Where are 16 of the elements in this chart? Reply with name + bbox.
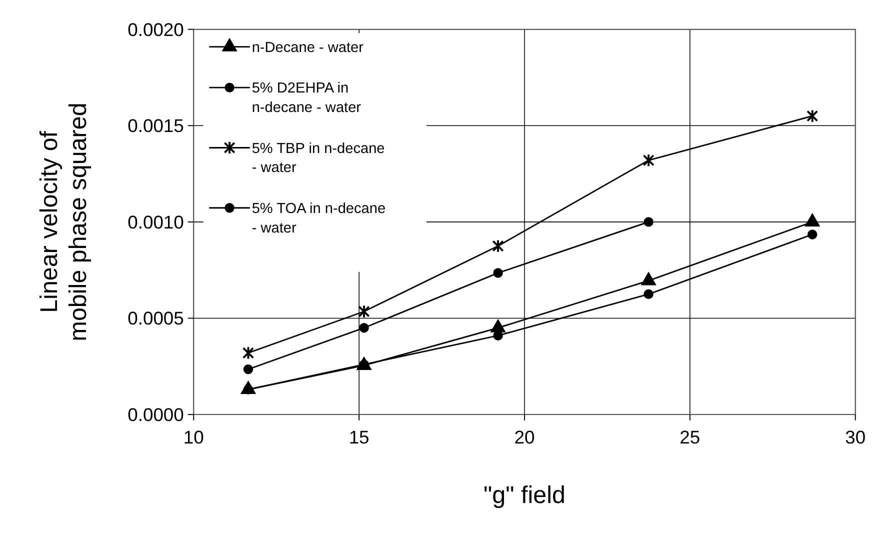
legend-label: 5% TBP in n-decane - water (252, 140, 385, 176)
x-tick-label: 30 (845, 426, 866, 448)
legend-label: 5% TOA in n-decane - water (252, 200, 386, 236)
y-axis-title: Linear velocity of mobile phase squared (36, 102, 92, 342)
y-tick-label: 0.0000 (128, 404, 184, 425)
legend-label: 5% D2EHPA in n-decane - water (252, 80, 362, 116)
x-tick-label: 20 (514, 426, 535, 448)
legend-label: n-Decane - water (252, 40, 364, 56)
x-axis-title: "g" field (484, 482, 566, 509)
y-tick-label: 0.0020 (128, 18, 184, 40)
y-tick-label: 0.0005 (128, 308, 184, 329)
y-tick-label: 0.0010 (128, 211, 184, 232)
x-tick-label: 10 (183, 426, 204, 448)
x-tick-label: 25 (680, 426, 700, 448)
x-tick-label: 15 (348, 426, 370, 448)
y-tick-label: 0.0015 (128, 115, 184, 136)
